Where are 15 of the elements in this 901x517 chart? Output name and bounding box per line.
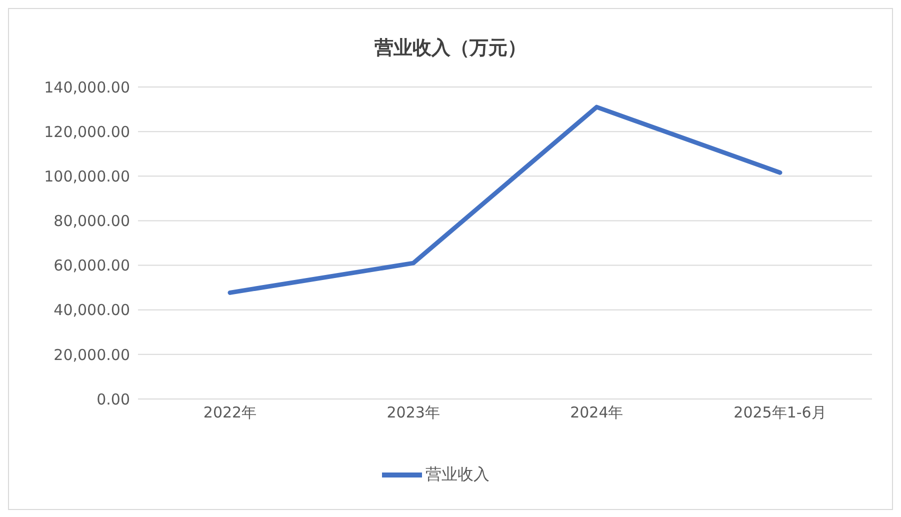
y-tick-label: 140,000.00 (44, 78, 130, 96)
y-tick-label: 20,000.00 (54, 346, 130, 364)
legend-label: 营业收入 (426, 464, 490, 484)
y-tick-label: 120,000.00 (44, 122, 130, 141)
y-tick-label: 60,000.00 (54, 256, 130, 275)
y-tick-label: 0.00 (96, 390, 130, 408)
line-series (228, 104, 782, 295)
x-tick-label: 2022年 (203, 404, 257, 422)
x-tick-label: 2025年1-6月 (734, 404, 826, 422)
x-tick-label: 2023年 (386, 404, 440, 422)
y-tick-label: 100,000.00 (44, 167, 130, 186)
y-tick-label: 80,000.00 (54, 212, 130, 230)
y-tick-label: 40,000.00 (54, 301, 130, 320)
chart-title: 营业收入（万元） (374, 36, 528, 61)
x-tick-label: 2024年 (570, 404, 624, 422)
